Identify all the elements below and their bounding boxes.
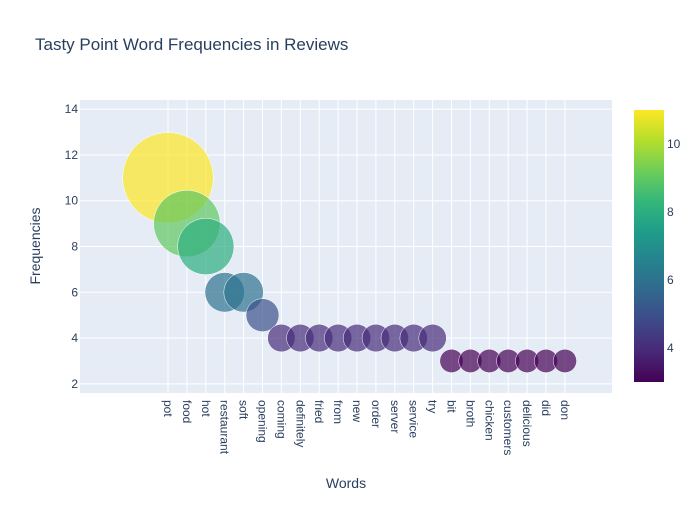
x-tick-label-bit: bit <box>445 400 459 413</box>
x-tick-label-fried: fried <box>312 400 326 423</box>
x-tick-label-opening: opening <box>256 400 270 443</box>
colorbar-tick-label: 10 <box>667 137 681 151</box>
bubble-layer <box>122 132 577 373</box>
x-tick-label-restaurant: restaurant <box>218 400 232 455</box>
x-tick-label-new: new <box>350 400 364 422</box>
y-tick-label: 4 <box>71 331 78 345</box>
x-tick-label-try: try <box>426 400 440 413</box>
x-tick-label-customers: customers <box>501 400 515 455</box>
y-tick-label: 2 <box>71 377 78 391</box>
colorbar-tick-label: 6 <box>667 273 674 287</box>
y-axis-title: Frequencies <box>27 207 43 284</box>
x-tick-label-broth: broth <box>463 400 477 427</box>
x-tick-label-don: don <box>558 400 572 420</box>
x-tick-label-pot: pot <box>161 400 175 417</box>
colorbar-tick-label: 4 <box>667 341 674 355</box>
y-tick-labels: 2 4 6 8 10 12 14 <box>65 102 79 391</box>
bubble-opening <box>245 298 280 332</box>
x-tick-label-food: food <box>180 400 194 423</box>
y-tick-label: 6 <box>71 285 78 299</box>
y-tick-label: 10 <box>65 194 79 208</box>
x-tick-label-service: service <box>407 400 421 438</box>
bubble-try <box>418 324 447 353</box>
x-tick-labels: pot food hot restaurant soft opening coming def… <box>161 400 572 455</box>
x-tick-label-did: did <box>539 400 553 416</box>
x-tick-label-soft: soft <box>237 400 251 420</box>
y-tick-label: 8 <box>71 240 78 254</box>
colorbar <box>634 110 664 382</box>
x-tick-label-hot: hot <box>199 400 213 417</box>
bubble-hot <box>177 218 235 275</box>
x-tick-label-server: server <box>388 400 402 433</box>
x-tick-label-chicken: chicken <box>482 400 496 441</box>
y-tick-label: 14 <box>65 102 79 116</box>
y-tick-label: 12 <box>65 148 79 162</box>
x-tick-label-from: from <box>331 400 345 424</box>
x-tick-label-order: order <box>369 400 383 428</box>
x-tick-label-definitely: definitely <box>293 400 307 447</box>
x-axis-title: Words <box>326 475 366 491</box>
x-tick-label-delicious: delicious <box>520 400 534 447</box>
x-tick-label-coming: coming <box>274 400 288 439</box>
chart-title: Tasty Point Word Frequencies in Reviews <box>35 35 348 54</box>
colorbar-tick-labels: 4 6 8 10 <box>667 137 681 355</box>
colorbar-tick-label: 8 <box>667 205 674 219</box>
bubble-don <box>552 349 577 373</box>
